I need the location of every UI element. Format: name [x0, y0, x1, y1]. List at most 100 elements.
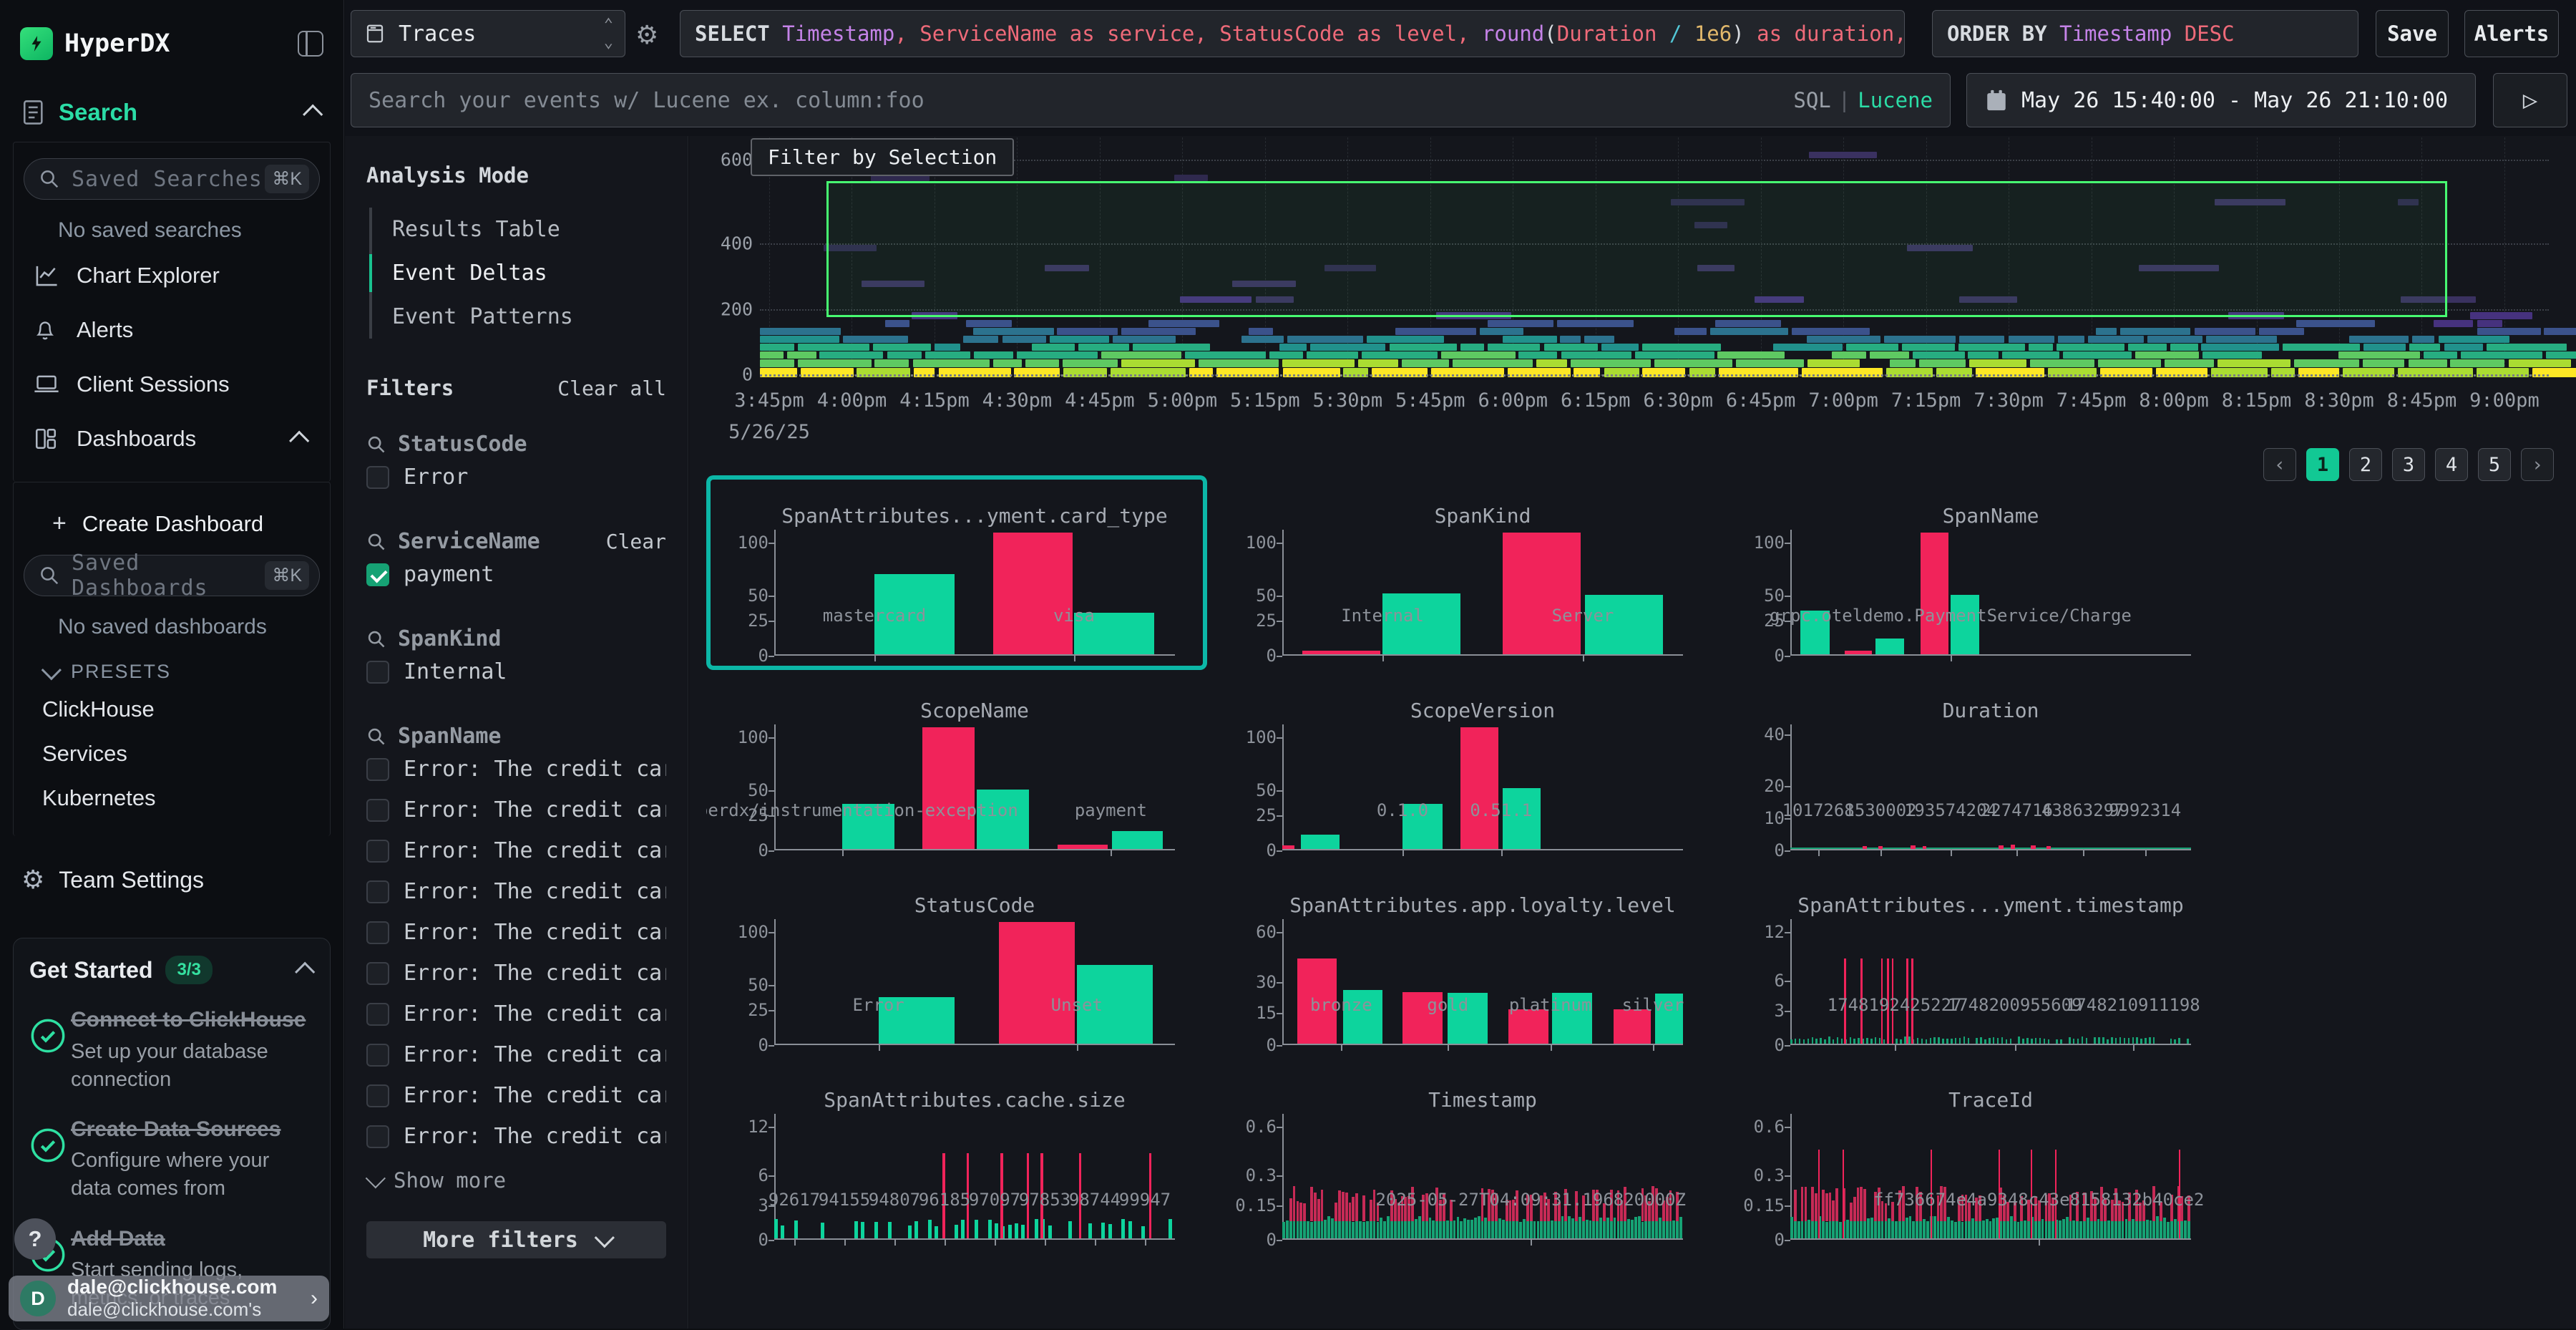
chart-spanattributes-yment-card-type[interactable]: SpanAttributes...yment.card_type 100 50 25 0… [706, 475, 1207, 670]
filter-checkbox-row[interactable]: Error: The credit card … [366, 953, 666, 994]
alerts-button[interactable]: Alerts [2464, 10, 2559, 57]
chart-spankind[interactable]: SpanKind 100 50 25 0 Internal Server [1214, 475, 1715, 670]
filter-checkbox-row[interactable]: Error: The credit card … [366, 1034, 666, 1075]
chart-bar [1299, 1218, 1303, 1238]
pagination-page-1[interactable]: 1 [2306, 448, 2339, 481]
pagination-page-4[interactable]: 4 [2435, 448, 2468, 481]
sql-orderby-editor[interactable]: ORDER BY Timestamp DESC [1932, 10, 2358, 57]
chart-bar [1460, 1221, 1463, 1238]
chart-bar [2139, 1202, 2142, 1221]
filter-checkbox-row[interactable]: Error: The credit card … [366, 830, 666, 871]
chart-spanname[interactable]: SpanName 100 50 25 0 grpc.oteldemo.PaymentSer… [1722, 475, 2223, 670]
filter-checkbox-row[interactable]: Error: The credit card … [366, 790, 666, 830]
chart-statuscode[interactable]: StatusCode 100 50 25 0 Error Unset [706, 865, 1207, 1059]
checkbox[interactable] [366, 1125, 389, 1148]
checkbox[interactable] [366, 880, 389, 903]
sidebar-item-chart-explorer[interactable]: Chart Explorer [24, 248, 320, 303]
more-filters-button[interactable]: More filters [366, 1221, 666, 1258]
filter-checkbox-row[interactable]: Error: The credit card … [366, 749, 666, 790]
save-button[interactable]: Save [2376, 10, 2449, 57]
checkbox[interactable] [366, 465, 389, 489]
user-menu[interactable]: D dale@clickhouse.com dale@clickhouse.co… [9, 1276, 329, 1321]
checkbox[interactable] [366, 1002, 389, 1026]
chart-traceid[interactable]: TraceId 0.6 0.3 0.15 0 ff736674e4a9348c43e815… [1722, 1059, 2223, 1254]
chart-bar [1867, 1218, 1870, 1238]
pagination-prev-button[interactable]: ‹ [2263, 448, 2296, 481]
clear-all-button[interactable]: Clear all [557, 376, 666, 400]
pagination-page-5[interactable]: 5 [2478, 448, 2511, 481]
chart-bar [2187, 1195, 2190, 1221]
filter-group-clear-button[interactable]: Clear [605, 530, 666, 553]
date-range-picker[interactable]: May 26 15:40:00 - May 26 21:10:00 [1966, 73, 2476, 127]
x-tick [794, 1240, 796, 1246]
checkbox[interactable] [366, 1043, 389, 1067]
heatmap-plot[interactable] [760, 137, 2576, 377]
chart-bar [922, 727, 975, 849]
source-settings-gear-icon[interactable]: ⚙ [635, 20, 659, 49]
filter-checkbox-row[interactable]: Internal [366, 651, 666, 692]
filter-checkbox-row[interactable]: Error: The credit card … [366, 1116, 666, 1157]
heatmap-selection-rect[interactable] [826, 180, 2447, 318]
chart-bar [1641, 1221, 1644, 1238]
checkbox[interactable] [366, 798, 389, 822]
heatmap-cell [1050, 336, 1109, 343]
sidebar-item-team-settings[interactable]: ⚙ Team Settings [0, 836, 343, 923]
chevron-up-icon[interactable] [295, 961, 316, 982]
sidebar-collapse-icon[interactable] [298, 31, 323, 57]
show-more-button[interactable]: Show more [365, 1168, 666, 1193]
sidebar-item-client-sessions[interactable]: Client Sessions [24, 357, 320, 412]
checkbox-checked[interactable] [366, 563, 389, 586]
chart-scopeversion[interactable]: ScopeVersion 100 50 25 0 0.1.0 0.51.1 [1214, 670, 1715, 865]
chart-duration[interactable]: Duration 40 20 10 0 1017268 1530002 193574204 22… [1722, 670, 2223, 865]
filter-by-selection-button[interactable]: Filter by Selection [751, 138, 1015, 176]
help-button[interactable]: ? [14, 1218, 56, 1260]
pagination-page-2[interactable]: 2 [2349, 448, 2382, 481]
sidebar-item-dashboards[interactable]: Dashboards [24, 412, 320, 466]
source-select[interactable]: Traces ⌃ ⌄ [351, 10, 625, 57]
pagination-next-button[interactable]: › [2521, 448, 2554, 481]
filter-checkbox-row[interactable]: Error: The credit card … [366, 1075, 666, 1116]
filter-checkbox-row[interactable]: Error: The credit card … [366, 994, 666, 1034]
filter-checkbox-row[interactable]: Error: The credit card … [366, 912, 666, 953]
analysis-mode-results-table[interactable]: Results Table [392, 217, 560, 242]
analysis-mode-event-patterns[interactable]: Event Patterns [392, 304, 573, 329]
sql-token: DESC [2184, 21, 2235, 46]
heatmap-cell [2030, 359, 2094, 367]
sidebar-preset-clickhouse[interactable]: ClickHouse [42, 696, 155, 722]
checkbox[interactable] [366, 839, 389, 863]
sql-select-editor[interactable]: SELECT Timestamp, ServiceName as service… [680, 10, 1905, 57]
filter-checkbox-row[interactable]: Error [366, 457, 666, 497]
query-language-toggle[interactable]: SQL | Lucene [1793, 88, 1933, 112]
checkbox[interactable] [366, 660, 389, 684]
mode-sql[interactable]: SQL [1793, 88, 1831, 112]
pagination-page-3[interactable]: 3 [2392, 448, 2425, 481]
filter-group-name: StatusCode [398, 432, 527, 457]
chart-spanattributes-yment-timestamp[interactable]: SpanAttributes...yment.timestamp 12 6 3 0 174… [1722, 865, 2223, 1059]
chart-spanattributes-cache-size[interactable]: SpanAttributes.cache.size 12 6 3 0 92617 94155… [706, 1059, 1207, 1254]
chart-bar [1800, 1219, 1804, 1238]
filter-checkbox-row[interactable]: Error: The credit card … [366, 871, 666, 912]
event-search-input[interactable]: Search your events w/ Lucene ex. column:… [351, 73, 1951, 127]
chevron-right-icon: › [311, 1286, 318, 1310]
saved-searches-input[interactable]: Saved Searches ⌘K [24, 158, 320, 200]
chart-spanattributes-app-loyalty-level[interactable]: SpanAttributes.app.loyalty.level 60 30 15 0 b… [1214, 865, 1715, 1059]
filter-checkbox-row[interactable]: payment [366, 554, 666, 595]
sidebar-preset-services[interactable]: Services [42, 741, 127, 766]
chart-timestamp[interactable]: Timestamp 0.6 0.3 0.15 0 2025-05-27T04:09:31.… [1214, 1059, 1715, 1254]
presets-toggle[interactable]: PRESETS [24, 645, 320, 687]
sidebar-item-search[interactable]: Search [0, 60, 343, 142]
filter-group-header: SpanName [366, 724, 666, 749]
create-dashboard-button[interactable]: + Create Dashboard [24, 498, 320, 555]
checkbox[interactable] [366, 961, 389, 985]
sidebar-preset-kubernetes[interactable]: Kubernetes [42, 785, 156, 810]
mode-lucene[interactable]: Lucene [1858, 88, 1933, 112]
chart-scopename[interactable]: ScopeName 100 50 25 0 @hyperdx/instrumentatio… [706, 670, 1207, 865]
checkbox[interactable] [366, 1084, 389, 1107]
run-query-button[interactable]: ▷ [2493, 73, 2567, 127]
sidebar-item-alerts[interactable]: Alerts [24, 303, 320, 357]
saved-dashboards-input[interactable]: Saved Dashboards ⌘K [24, 550, 320, 601]
checkbox[interactable] [366, 921, 389, 944]
chart-bar [955, 1225, 958, 1238]
analysis-mode-event-deltas[interactable]: Event Deltas [369, 251, 666, 295]
checkbox[interactable] [366, 757, 389, 781]
